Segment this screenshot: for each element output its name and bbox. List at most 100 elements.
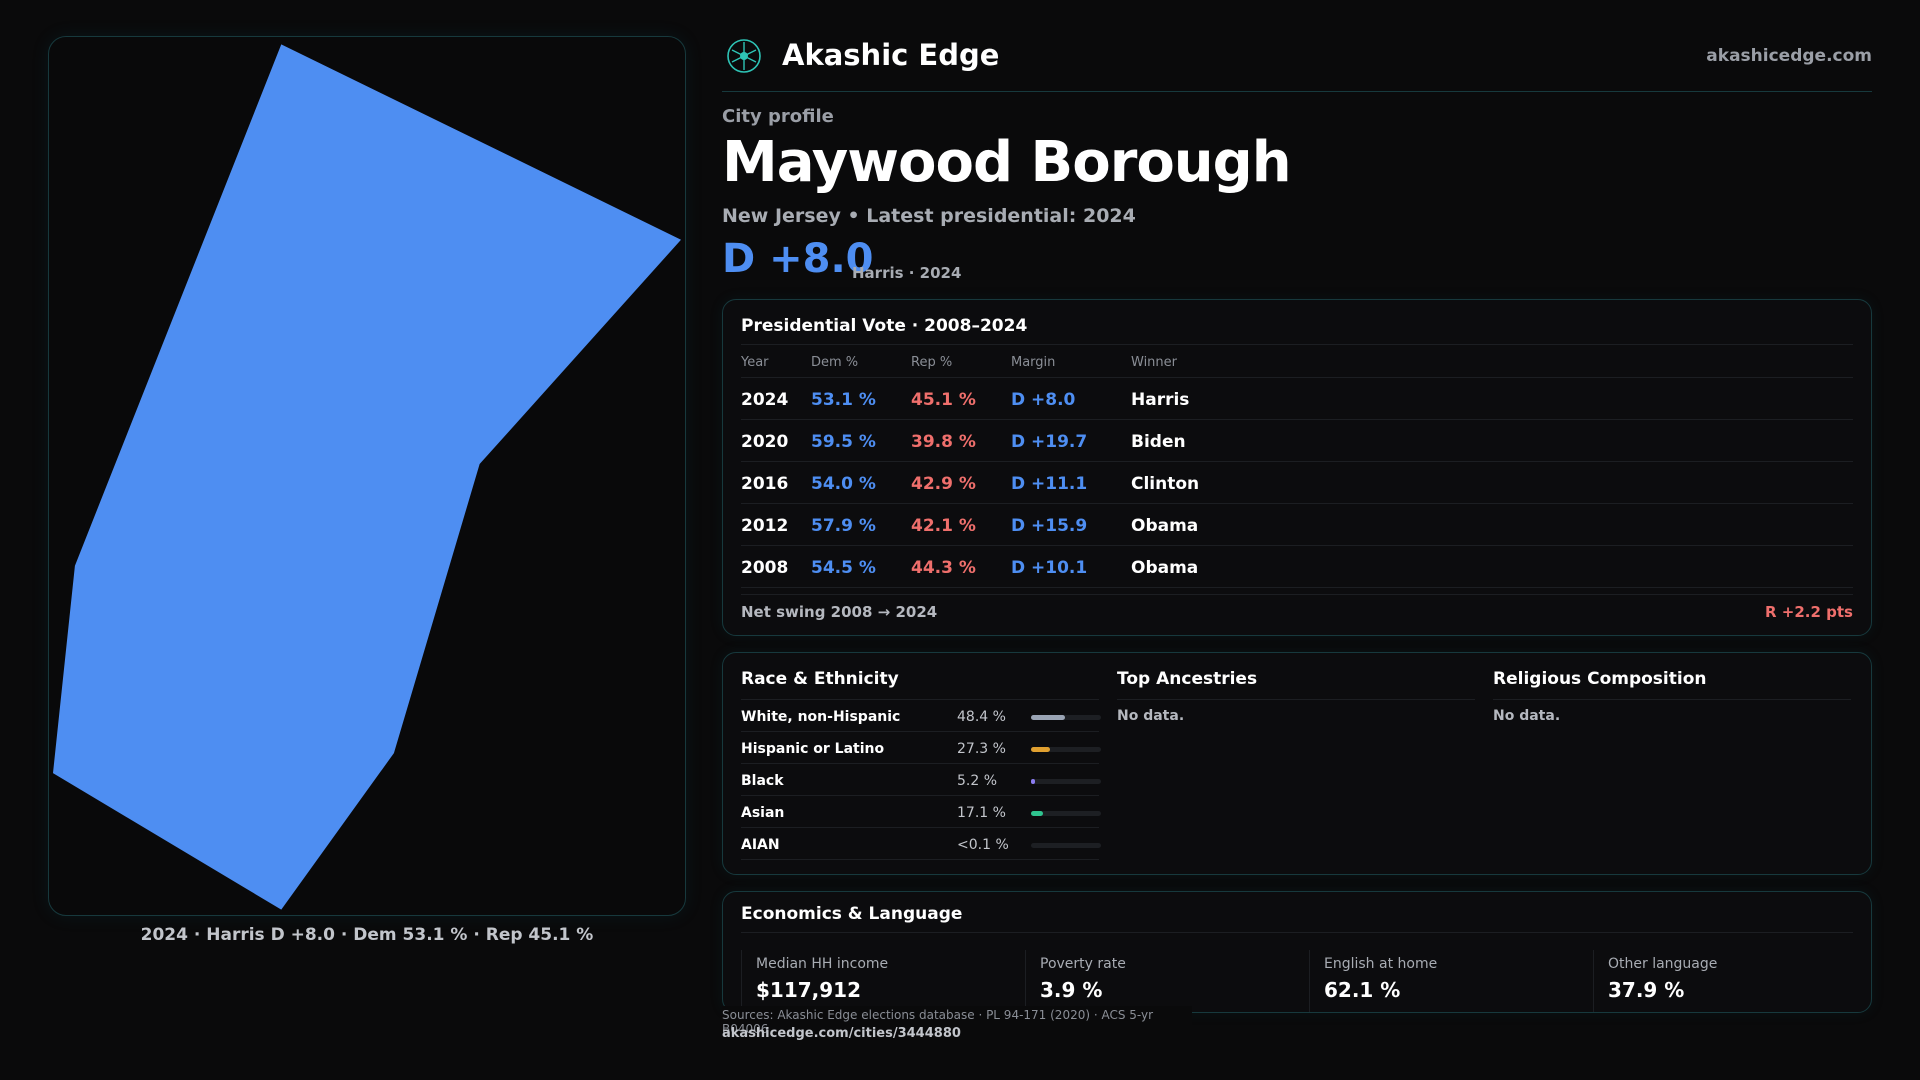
table-row: 2016 54.0 % 42.9 % D +11.1 Clinton — [741, 462, 1853, 504]
cell-year: 2008 — [741, 558, 789, 578]
race-title: Race & Ethnicity — [741, 669, 899, 689]
religion-title: Religious Composition — [1493, 669, 1707, 689]
race-bar-track — [1031, 811, 1101, 816]
cell-year: 2024 — [741, 390, 789, 410]
sources-note: Sources: Akashic Edge elections database… — [722, 1006, 1192, 1036]
race-row: AIAN <0.1 % — [741, 828, 1101, 860]
compass-logo-icon — [727, 39, 761, 73]
net-swing-row: Net swing 2008 → 2024 R +2.2 pts — [741, 594, 1853, 624]
divider — [741, 344, 1853, 345]
stat-label: Other language — [1608, 956, 1718, 972]
race-percent: 5.2 % — [957, 773, 998, 789]
net-swing-value: R +2.2 pts — [1765, 603, 1853, 621]
city-boundary-shape — [52, 44, 682, 910]
cell-margin: D +15.9 — [1011, 516, 1088, 536]
stat-value: 62.1 % — [1324, 978, 1401, 1002]
latest-margin-note: Harris · 2024 — [852, 264, 962, 282]
cell-dem: 59.5 % — [811, 432, 876, 452]
cell-dem: 57.9 % — [811, 516, 876, 536]
economics-title: Economics & Language — [741, 904, 963, 924]
cell-rep: 42.1 % — [911, 516, 976, 536]
race-percent: 27.3 % — [957, 741, 1006, 757]
race-bar-track — [1031, 843, 1101, 848]
stat-median-income: Median HH income $117,912 — [741, 950, 1021, 1012]
city-map — [48, 36, 686, 916]
race-percent: <0.1 % — [957, 837, 1009, 853]
stat-value: 37.9 % — [1608, 978, 1685, 1002]
table-row: 2024 53.1 % 45.1 % D +8.0 Harris — [741, 378, 1853, 420]
stat-label: Poverty rate — [1040, 956, 1126, 972]
table-row: 2012 57.9 % 42.1 % D +15.9 Obama — [741, 504, 1853, 546]
cell-year: 2012 — [741, 516, 789, 536]
presidential-vote-card: Presidential Vote · 2008–2024 Year Dem %… — [722, 299, 1872, 636]
race-name: White, non-Hispanic — [741, 709, 901, 725]
cell-winner: Biden — [1131, 432, 1186, 452]
latest-margin: D +8.0 — [722, 236, 874, 282]
cell-rep: 45.1 % — [911, 390, 976, 410]
race-bar-track — [1031, 747, 1101, 752]
cell-winner: Clinton — [1131, 474, 1200, 494]
table-row: 2008 54.5 % 44.3 % D +10.1 Obama — [741, 546, 1853, 588]
profile-column: Akashic Edge akashicedge.com City profil… — [722, 0, 1872, 1080]
economics-card: Economics & Language Median HH income $1… — [722, 891, 1872, 1013]
brand-name: Akashic Edge — [782, 38, 1000, 72]
column-header-margin: Margin — [1011, 355, 1056, 370]
race-name: AIAN — [741, 837, 780, 853]
cell-dem: 53.1 % — [811, 390, 876, 410]
net-swing-label: Net swing 2008 → 2024 — [741, 603, 938, 621]
stat-label: Median HH income — [756, 956, 889, 972]
vote-table: Year Dem % Rep % Margin Winner 2024 53.1… — [741, 348, 1853, 588]
brand-url-link[interactable]: akashicedge.com — [1706, 46, 1872, 66]
cell-year: 2020 — [741, 432, 789, 452]
cell-margin: D +19.7 — [1011, 432, 1088, 452]
race-name: Hispanic or Latino — [741, 741, 885, 757]
cell-year: 2016 — [741, 474, 789, 494]
religion-section: Religious Composition No data. — [1493, 669, 1851, 724]
stat-english-at-home: English at home 62.1 % — [1309, 950, 1589, 1012]
ancestries-empty-text: No data. — [1117, 708, 1185, 724]
race-percent: 17.1 % — [957, 805, 1006, 821]
race-bar-fill — [1031, 811, 1043, 816]
table-row: 2020 59.5 % 39.8 % D +19.7 Biden — [741, 420, 1853, 462]
cell-winner: Obama — [1131, 516, 1199, 536]
race-name: Asian — [741, 805, 785, 821]
religion-empty-text: No data. — [1493, 708, 1561, 724]
stat-other-language: Other language 37.9 % — [1593, 950, 1871, 1012]
stat-value: 3.9 % — [1040, 978, 1103, 1002]
race-row: Hispanic or Latino 27.3 % — [741, 732, 1101, 764]
cell-dem: 54.0 % — [811, 474, 876, 494]
cell-winner: Obama — [1131, 558, 1199, 578]
cell-rep: 39.8 % — [911, 432, 976, 452]
cell-margin: D +8.0 — [1011, 390, 1076, 410]
stat-poverty-rate: Poverty rate 3.9 % — [1025, 950, 1305, 1012]
divider — [1493, 699, 1851, 700]
city-boundary-map — [52, 44, 682, 910]
ancestries-section: Top Ancestries No data. — [1117, 669, 1475, 724]
column-header-winner: Winner — [1131, 355, 1178, 370]
race-bar-track — [1031, 715, 1101, 720]
stat-label: English at home — [1324, 956, 1438, 972]
cell-rep: 42.9 % — [911, 474, 976, 494]
table-header-row: Year Dem % Rep % Margin Winner — [741, 348, 1853, 378]
race-bar-fill — [1031, 715, 1065, 720]
race-bar-fill — [1031, 779, 1035, 784]
divider — [1117, 699, 1475, 700]
page-subtitle: New Jersey • Latest presidential: 2024 — [722, 205, 1136, 227]
divider — [741, 932, 1853, 933]
race-percent: 48.4 % — [957, 709, 1006, 725]
cell-winner: Harris — [1131, 390, 1190, 410]
vote-card-title: Presidential Vote · 2008–2024 — [741, 316, 1028, 336]
race-ethnicity-section: Race & Ethnicity White, non-Hispanic 48.… — [741, 669, 1101, 860]
race-row: White, non-Hispanic 48.4 % — [741, 700, 1101, 732]
divider — [741, 699, 1099, 700]
race-row: Asian 17.1 % — [741, 796, 1101, 828]
city-url-link[interactable]: akashicedge.com/cities/3444880 — [722, 1026, 961, 1041]
stat-value: $117,912 — [756, 978, 862, 1002]
cell-margin: D +10.1 — [1011, 558, 1088, 578]
map-caption: 2024 · Harris D +8.0 · Dem 53.1 % · Rep … — [140, 925, 594, 945]
race-bar-track — [1031, 779, 1101, 784]
race-bar-fill — [1031, 747, 1050, 752]
race-list: White, non-Hispanic 48.4 % Hispanic or L… — [741, 700, 1101, 860]
ancestries-title: Top Ancestries — [1117, 669, 1258, 689]
race-name: Black — [741, 773, 784, 789]
